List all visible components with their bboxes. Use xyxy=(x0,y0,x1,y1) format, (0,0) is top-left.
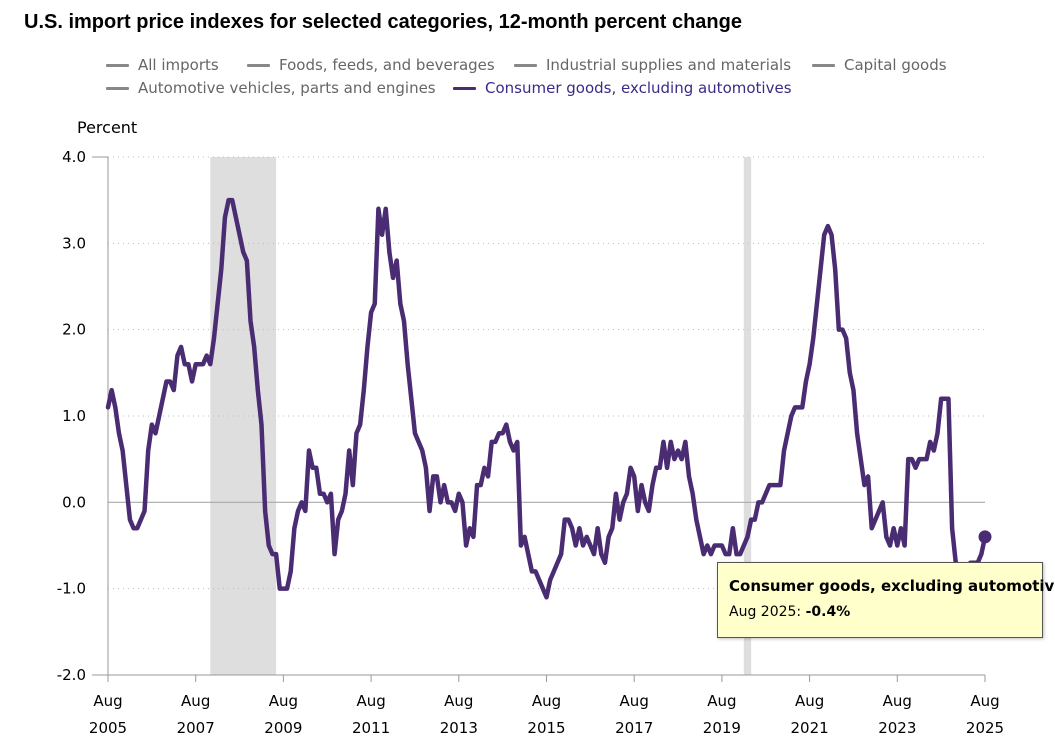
legend-swatch xyxy=(812,63,835,67)
y-tick-label: -2.0 xyxy=(57,666,86,684)
x-tick-year: 2025 xyxy=(966,719,1004,737)
legend-label: All imports xyxy=(138,56,219,74)
tooltip-date: Aug 2025: xyxy=(729,604,806,620)
legend-swatch xyxy=(106,63,129,67)
x-tick-year: 2017 xyxy=(615,719,653,737)
y-tick-label: 2.0 xyxy=(62,321,86,339)
tooltip-series-name: Consumer goods, excluding automotives xyxy=(729,577,1055,595)
x-tick-month: Aug xyxy=(181,692,210,710)
legend-item-automotive[interactable]: Automotive vehicles, parts and engines xyxy=(106,78,436,98)
x-tick-month: Aug xyxy=(356,692,385,710)
legend-label: Foods, feeds, and beverages xyxy=(279,56,495,74)
y-tick-label: 4.0 xyxy=(62,148,86,166)
x-tick-month: Aug xyxy=(269,692,298,710)
x-tick-month: Aug xyxy=(795,692,824,710)
tooltip: Consumer goods, excluding automotives Au… xyxy=(717,562,1055,638)
legend: All imports Foods, feeds, and beverages … xyxy=(0,55,1055,105)
x-tick-month: Aug xyxy=(970,692,999,710)
legend-label: Automotive vehicles, parts and engines xyxy=(138,79,436,97)
x-tick-year: 2007 xyxy=(177,719,215,737)
y-tick-label: -1.0 xyxy=(57,580,86,598)
chart-title: U.S. import price indexes for selected c… xyxy=(24,11,742,33)
legend-item-industrial-supplies[interactable]: Industrial supplies and materials xyxy=(514,55,791,75)
y-tick-label: 0.0 xyxy=(62,493,86,511)
series-line-consumer-goods xyxy=(105,197,988,600)
x-tick-year: 2021 xyxy=(791,719,829,737)
x-tick-year: 2005 xyxy=(89,719,127,737)
x-tick-year: 2015 xyxy=(527,719,565,737)
recession-band xyxy=(743,157,752,675)
legend-swatch xyxy=(514,63,537,67)
x-tick-month: Aug xyxy=(620,692,649,710)
legend-item-consumer-goods[interactable]: Consumer goods, excluding automotives xyxy=(453,78,792,98)
legend-item-all-imports[interactable]: All imports xyxy=(106,55,219,75)
x-tick-year: 2011 xyxy=(352,719,390,737)
y-tick-label: 3.0 xyxy=(62,234,86,252)
y-axis-label: Percent xyxy=(77,118,138,137)
legend-swatch xyxy=(247,63,270,67)
legend-label: Capital goods xyxy=(844,56,947,74)
x-tick-month: Aug xyxy=(707,692,736,710)
y-tick-label: 1.0 xyxy=(62,407,86,425)
x-tick-month: Aug xyxy=(444,692,473,710)
highlighted-data-point xyxy=(978,530,992,544)
x-tick-month: Aug xyxy=(93,692,122,710)
x-tick-year: 2023 xyxy=(878,719,916,737)
legend-swatch xyxy=(453,86,476,90)
legend-label: Industrial supplies and materials xyxy=(546,56,792,74)
x-tick-year: 2013 xyxy=(440,719,478,737)
legend-item-capital-goods[interactable]: Capital goods xyxy=(812,55,947,75)
x-tick-year: 2009 xyxy=(264,719,302,737)
legend-swatch xyxy=(106,86,129,90)
tooltip-value: -0.4% xyxy=(805,604,851,620)
x-tick-month: Aug xyxy=(532,692,561,710)
legend-item-foods[interactable]: Foods, feeds, and beverages xyxy=(247,55,495,75)
tooltip-value-line: Aug 2025: -0.4% xyxy=(729,604,850,620)
legend-label: Consumer goods, excluding automotives xyxy=(485,79,792,97)
x-tick-month: Aug xyxy=(883,692,912,710)
x-tick-year: 2019 xyxy=(703,719,741,737)
